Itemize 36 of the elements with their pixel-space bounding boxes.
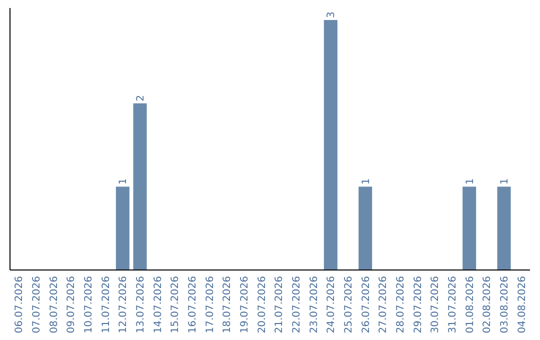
- x-tick-label: 28.07.2026: [396, 276, 406, 334]
- x-tick-label: 17.07.2026: [204, 276, 216, 334]
- x-tick-label: 26.07.2026: [360, 276, 372, 334]
- data-label: 2: [136, 94, 146, 102]
- x-tick-label: 12.07.2026: [118, 276, 130, 334]
- x-tick-label: 02.08.2026: [482, 276, 494, 334]
- x-tick-label: 24.07.2026: [326, 276, 338, 334]
- x-tick-label: 19.07.2026: [240, 276, 250, 334]
- x-tick-label: 01.08.2026: [464, 276, 476, 334]
- x-tick-label: 14.07.2026: [152, 276, 164, 334]
- x-tick-label: 31.07.2026: [448, 276, 458, 334]
- x-tick-label: 15.07.2026: [170, 276, 182, 334]
- x-tick-label: 21.07.2026: [274, 276, 286, 334]
- x-tick-label: 06.07.2026: [14, 276, 26, 334]
- x-tick-label: 13.07.2026: [136, 276, 146, 334]
- x-tick-label: 11.07.2026: [100, 276, 112, 334]
- x-tick-label: 16.07.2026: [188, 276, 198, 334]
- data-label: 1: [464, 178, 476, 185]
- x-tick-label: 25.07.2026: [344, 276, 354, 334]
- x-tick-label: 29.07.2026: [412, 276, 424, 334]
- x-tick-label: 23.07.2026: [308, 276, 320, 334]
- x-tick-label: 03.08.2026: [500, 276, 510, 334]
- data-label: 1: [500, 178, 510, 185]
- data-label: 1: [118, 178, 130, 185]
- x-tick-label: 10.07.2026: [84, 276, 94, 334]
- x-tick-label: 07.07.2026: [32, 276, 42, 334]
- x-tick-label: 09.07.2026: [66, 276, 78, 334]
- x-tick-label: 04.08.2026: [516, 276, 528, 334]
- x-tick-label: 22.07.2026: [292, 276, 302, 334]
- data-label: 3: [326, 12, 338, 18]
- x-tick-label: 08.07.2026: [48, 276, 60, 334]
- data-label: 1: [360, 178, 372, 185]
- x-tick-label: 20.07.2026: [256, 276, 268, 334]
- x-tick-label: 30.07.2026: [430, 276, 442, 334]
- x-tick-label: 18.07.2026: [222, 276, 234, 334]
- x-tick-label: 27.07.2026: [378, 276, 390, 334]
